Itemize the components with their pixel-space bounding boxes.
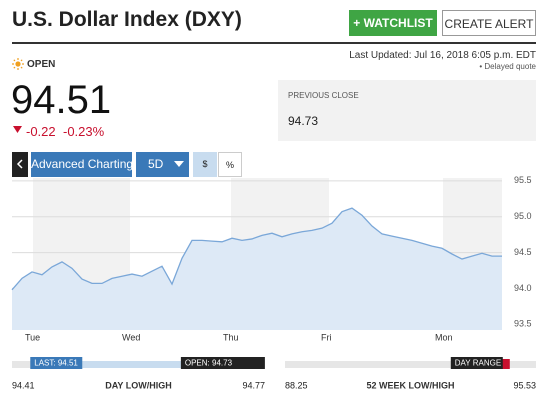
open-tag: [180, 357, 265, 369]
alert-button[interactable]: CREATE ALERT: [442, 10, 536, 36]
open-tag-label: OPEN: 94.73: [185, 359, 233, 368]
last-tag-label: LAST: 94.51: [34, 359, 78, 368]
last-updated: Last Updated: Jul 16, 2018 6:05 p.m. EDT: [349, 50, 536, 61]
advanced-charting-button[interactable]: Advanced Charting: [31, 152, 133, 177]
dollar-toggle[interactable]: $: [193, 152, 217, 177]
change-percent: -0.23%: [63, 124, 105, 139]
range-name: DAY LOW/HIGH: [105, 380, 172, 390]
back-button[interactable]: [12, 152, 28, 177]
x-tick-label: Tue: [25, 332, 40, 342]
down-arrow: [13, 126, 22, 133]
day-range-label: DAY RANGE: [455, 359, 501, 368]
y-tick-label: 95.0: [514, 211, 532, 221]
y-tick-label: 95.5: [514, 175, 532, 185]
title: U.S. Dollar Index (DXY): [12, 8, 242, 31]
range-high: 95.53: [513, 380, 536, 390]
range-name: 52 WEEK LOW/HIGH: [366, 380, 454, 390]
area-fill: [12, 208, 502, 330]
previous-close-label: PREVIOUS CLOSE: [288, 91, 359, 100]
range-track: [285, 361, 536, 368]
last-tag: [30, 357, 83, 369]
price: 94.51: [11, 78, 112, 122]
y-tick-label: 93.5: [514, 319, 532, 329]
price-line: [11, 207, 502, 291]
x-tick-label: Fri: [321, 332, 332, 342]
range-low: 94.41: [12, 380, 35, 390]
x-tick-label: Thu: [223, 332, 239, 342]
day-range-mark: [497, 359, 510, 369]
range-low: 88.25: [285, 380, 308, 390]
market-status: OPEN: [27, 59, 56, 70]
watchlist-button[interactable]: + WATCHLIST: [349, 10, 437, 36]
previous-close-value: 94.73: [288, 114, 319, 128]
range-label: 5D: [148, 157, 164, 171]
range-fill: [82, 361, 237, 368]
change: -0.22: [26, 124, 56, 139]
percent-toggle[interactable]: %: [218, 152, 242, 177]
delayed-note: • Delayed quote: [479, 62, 536, 71]
sun-icon: [12, 58, 24, 70]
y-tick-label: 94.0: [514, 283, 532, 293]
x-tick-label: Wed: [122, 332, 140, 342]
range-dropdown[interactable]: 5D: [136, 152, 189, 177]
range-high: 94.77: [242, 380, 265, 390]
y-tick-label: 94.5: [514, 247, 532, 257]
x-tick-label: Mon: [435, 332, 453, 342]
divider: [12, 42, 536, 44]
previous-close-box: [278, 80, 536, 141]
day-range-tag: [450, 357, 503, 369]
